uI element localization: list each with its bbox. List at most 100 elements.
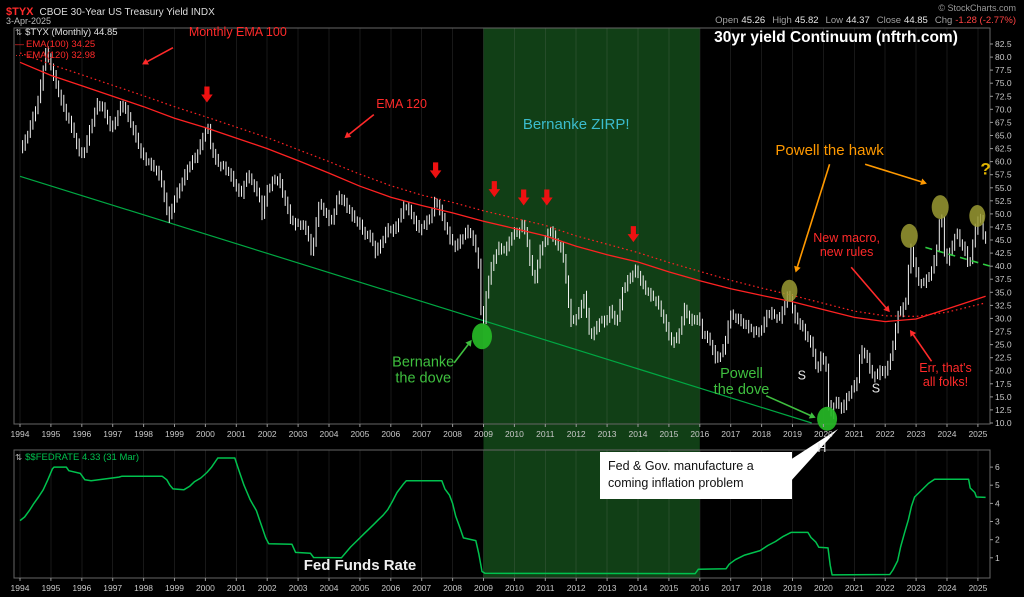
hawk-2022-circle xyxy=(900,223,918,248)
hawk-arrow-2018-head xyxy=(794,265,801,273)
bernanke-dove-arrow xyxy=(453,344,469,364)
main-panel-frame xyxy=(13,27,991,425)
price-legend-label: $TYX (Monthly) 44.85 xyxy=(25,27,118,38)
x-axis-label: 2022 xyxy=(876,429,895,439)
x-axis-label: 2018 xyxy=(752,429,771,439)
x-axis-label: 2014 xyxy=(629,583,648,593)
x-axis-label: 1994 xyxy=(11,583,30,593)
hawk-2018-circle xyxy=(781,279,798,302)
x-axis-label: 2019 xyxy=(783,583,802,593)
y-axis-label: 70.0 xyxy=(995,104,1012,114)
y-axis-label: 6 xyxy=(995,462,1000,472)
x-axis-label: 2001 xyxy=(227,429,246,439)
x-axis-label: 2025 xyxy=(968,429,987,439)
y-axis-label: 4 xyxy=(995,498,1000,508)
ema120-legend-label: EMA(120) 32.98 xyxy=(26,50,96,61)
y-axis-label: 50.0 xyxy=(995,209,1012,219)
y-axis-label: 40.0 xyxy=(995,261,1012,271)
y-axis-label: 77.5 xyxy=(995,65,1012,75)
high-value: 45.82 xyxy=(794,15,819,26)
ema-120-label: EMA 120 xyxy=(376,97,427,111)
x-axis-label: 2019 xyxy=(783,429,802,439)
x-axis-label: 2024 xyxy=(938,583,957,593)
err-folks-label: all folks! xyxy=(923,375,968,389)
fedrate-series-icon: ⇅ xyxy=(15,452,23,462)
monthly-ema-100-label: Monthly EMA 100 xyxy=(189,25,287,39)
x-axis-label: 2018 xyxy=(752,583,771,593)
y-axis-label: 67.5 xyxy=(995,117,1012,127)
callout-text: Fed & Gov. manufacture a xyxy=(608,459,754,473)
shoulder-right-label: S xyxy=(872,382,880,396)
x-axis-label: 2006 xyxy=(381,429,400,439)
bernanke-dove-circle xyxy=(472,323,492,350)
hawk-arrow-2018 xyxy=(796,163,831,267)
powell-dove-circle xyxy=(817,406,838,431)
price-legend-row: ⇅ $TYX (Monthly) 44.85 xyxy=(15,27,118,39)
shoulder-left-label: S xyxy=(798,369,806,383)
x-axis-label: 2012 xyxy=(567,583,586,593)
y-axis-label: 1 xyxy=(995,553,1000,563)
powell-dove-arrow xyxy=(765,395,811,417)
close-label: Close xyxy=(876,15,902,26)
open-value: 45.26 xyxy=(741,15,766,26)
new-macro-arrow xyxy=(850,266,887,309)
y-axis-label: 10.0 xyxy=(995,418,1012,428)
x-axis-label: 1998 xyxy=(134,429,153,439)
x-axis-label: 2016 xyxy=(690,583,709,593)
x-axis-label: 2023 xyxy=(907,429,926,439)
x-axis-label: 2017 xyxy=(721,429,740,439)
powell-dove-arrow-head xyxy=(808,412,816,419)
ema100-legend-row: — EMA(100) 34.25 xyxy=(15,39,118,51)
red-down-arrow xyxy=(488,181,501,198)
chg-label: Chg xyxy=(934,15,953,26)
y-axis-label: 32.5 xyxy=(995,300,1012,310)
ema120-line-marker: ··· xyxy=(15,50,24,60)
y-axis-label: 17.5 xyxy=(995,379,1012,389)
hawk-2023-circle xyxy=(931,195,949,220)
red-down-arrow xyxy=(541,189,553,206)
x-axis-label: 2008 xyxy=(443,429,462,439)
x-axis-label: 2017 xyxy=(721,583,740,593)
x-axis-label: 2020 xyxy=(814,429,833,439)
low-value: 44.37 xyxy=(845,15,870,26)
red-down-arrow xyxy=(429,162,442,179)
red-down-arrow xyxy=(517,189,530,206)
x-axis-label: 1999 xyxy=(165,429,184,439)
x-axis-label: 2009 xyxy=(474,429,493,439)
low-label: Low xyxy=(825,15,843,26)
x-axis-label: 2010 xyxy=(505,429,524,439)
err-folks-arrow-head xyxy=(909,329,917,337)
fedrate-legend: ⇅ $$FEDRATE 4.33 (31 Mar) xyxy=(15,452,139,463)
err-folks-label: Err, that's xyxy=(919,361,971,375)
ema100-line-marker: — xyxy=(15,38,24,49)
x-axis-label: 2020 xyxy=(814,583,833,593)
x-axis-label: 2002 xyxy=(258,429,277,439)
y-axis-label: 37.5 xyxy=(995,274,1012,284)
y-axis-label: 42.5 xyxy=(995,248,1012,258)
x-axis-label: 2010 xyxy=(505,583,524,593)
x-axis-label: 2005 xyxy=(350,583,369,593)
x-axis-label: 1997 xyxy=(103,429,122,439)
y-axis-label: 15.0 xyxy=(995,392,1012,402)
x-axis-label: 2025 xyxy=(968,583,987,593)
callout-box xyxy=(600,452,792,499)
x-axis-label: 2015 xyxy=(659,429,678,439)
bernanke-dove-arrow-head xyxy=(465,339,472,347)
x-axis-label: 2011 xyxy=(536,429,555,439)
price-series-icon: ⇅ xyxy=(15,27,23,37)
hawk-arrow-2023 xyxy=(864,163,922,183)
x-axis-label: 1994 xyxy=(11,429,30,439)
main-legend: ⇅ $TYX (Monthly) 44.85 — EMA(100) 34.25 ··… xyxy=(15,27,118,62)
x-axis-label: 2007 xyxy=(412,429,431,439)
header-row: $TYX CBOE 30-Year US Treasury Yield INDX xyxy=(6,2,215,20)
y-axis-label: 35.0 xyxy=(995,287,1012,297)
new-macro-label: new rules xyxy=(820,245,874,259)
x-axis-label: 1996 xyxy=(72,429,91,439)
y-axis-label: 55.0 xyxy=(995,183,1012,193)
x-axis-label: 2013 xyxy=(598,583,617,593)
y-axis-label: 22.5 xyxy=(995,353,1012,363)
new-macro-label: New macro, xyxy=(813,231,880,245)
x-axis-label: 2001 xyxy=(227,583,246,593)
callout-tail xyxy=(790,429,838,482)
x-axis-label: 2021 xyxy=(845,583,864,593)
